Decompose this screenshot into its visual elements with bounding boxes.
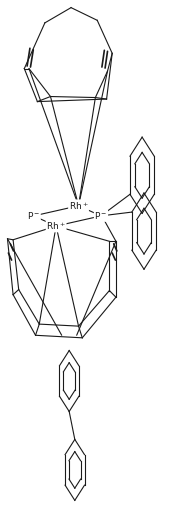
Text: Rh$^+$: Rh$^+$ bbox=[69, 200, 88, 212]
Text: Rh$^+$: Rh$^+$ bbox=[46, 220, 66, 232]
Text: P$^-$: P$^-$ bbox=[94, 210, 108, 221]
Text: P$^-$: P$^-$ bbox=[27, 210, 40, 221]
